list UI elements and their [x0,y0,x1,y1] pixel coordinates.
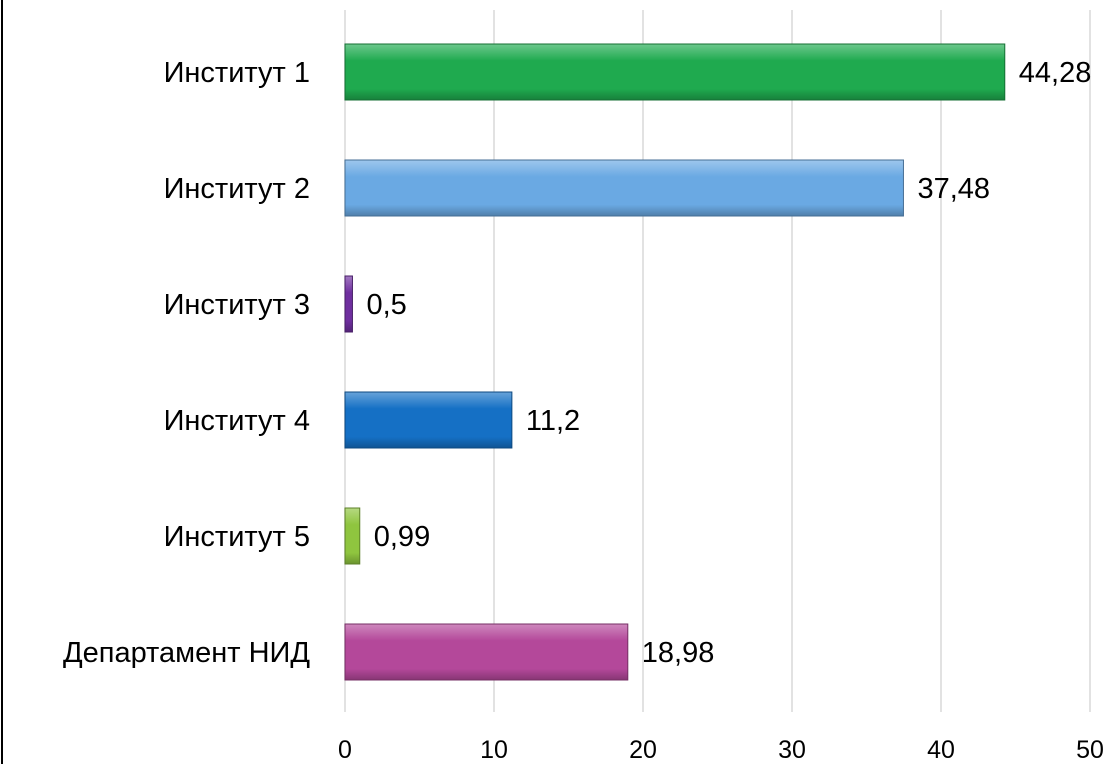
bar [344,623,629,681]
bar [344,159,904,217]
x-tick-label: 10 [480,736,508,764]
x-tick-label: 0 [338,736,352,764]
data-label: 44,28 [1019,57,1092,89]
labels: 0 10 20 30 40 50 Институт 1 44,28 Институт 2 37,4… [63,57,1104,764]
data-label: 0,5 [366,289,406,321]
x-tick-label: 40 [927,736,955,764]
data-label: 11,2 [526,405,580,437]
category-label: Институт 5 [164,521,310,553]
data-label: 18,98 [642,637,715,669]
bar [344,391,513,449]
gridlines [344,10,1091,712]
x-tick-label: 30 [778,736,806,764]
category-label: Департамент НИД [63,637,310,669]
x-tick-label: 50 [1076,736,1104,764]
x-tick-label: 20 [629,736,657,764]
category-label: Институт 3 [164,289,310,321]
bars [344,43,1006,681]
category-label: Институт 1 [164,57,310,89]
bar [344,275,353,333]
category-label: Институт 2 [164,173,310,205]
category-label: Институт 4 [164,405,310,437]
bar [344,43,1006,101]
data-label: 0,99 [374,521,430,553]
bar [344,507,361,565]
data-label: 37,48 [917,173,990,205]
